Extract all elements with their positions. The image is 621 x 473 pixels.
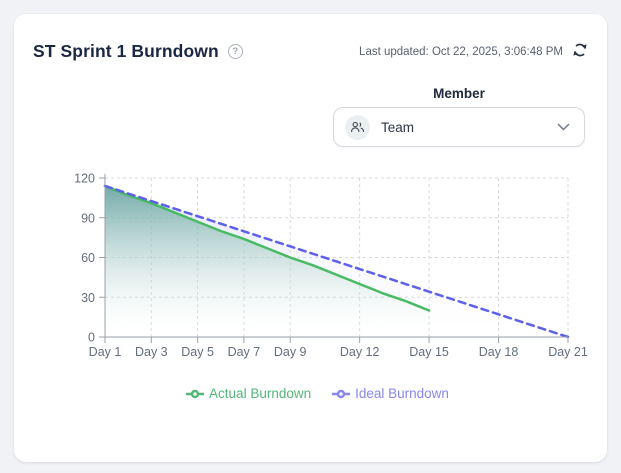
member-filter-label: Member bbox=[433, 86, 485, 101]
svg-text:0: 0 bbox=[88, 331, 95, 345]
burndown-chart: 0 30 60 90 120 Day 1 Day 3 Day 5 Day 7 Day 9 Day 1… bbox=[44, 164, 590, 364]
member-select[interactable]: Team bbox=[333, 107, 585, 147]
svg-text:Day 21: Day 21 bbox=[548, 345, 588, 359]
burndown-card: ST Sprint 1 Burndown ? Last updated: Oct… bbox=[14, 14, 607, 462]
legend-label-actual: Actual Burndown bbox=[209, 386, 312, 401]
people-icon bbox=[345, 114, 370, 140]
card-header: ST Sprint 1 Burndown ? bbox=[33, 41, 243, 62]
chart-legend: Actual Burndown Ideal Burndown bbox=[44, 386, 590, 401]
member-selected-value: Team bbox=[381, 119, 415, 135]
refresh-icon bbox=[572, 42, 588, 61]
svg-text:Day 9: Day 9 bbox=[274, 345, 307, 359]
chart-svg: 0 30 60 90 120 Day 1 Day 3 Day 5 Day 7 Day 9 Day 1… bbox=[74, 172, 588, 360]
refresh-button[interactable] bbox=[571, 43, 588, 60]
svg-text:Day 1: Day 1 bbox=[89, 345, 122, 359]
svg-text:Day 3: Day 3 bbox=[135, 345, 168, 359]
svg-text:60: 60 bbox=[81, 251, 95, 265]
legend-marker-ideal bbox=[332, 389, 351, 398]
svg-text:120: 120 bbox=[74, 172, 95, 186]
svg-text:Day 5: Day 5 bbox=[181, 345, 214, 359]
svg-text:Day 15: Day 15 bbox=[409, 345, 449, 359]
svg-text:Day 18: Day 18 bbox=[479, 345, 519, 359]
chevron-down-icon bbox=[557, 118, 570, 136]
last-updated-text: Last updated: Oct 22, 2025, 3:06:48 PM bbox=[359, 45, 563, 58]
svg-text:Day 7: Day 7 bbox=[228, 345, 261, 359]
last-updated-row: Last updated: Oct 22, 2025, 3:06:48 PM bbox=[359, 43, 588, 60]
svg-text:Day 12: Day 12 bbox=[340, 345, 380, 359]
page-title: ST Sprint 1 Burndown bbox=[33, 41, 219, 61]
svg-text:90: 90 bbox=[81, 211, 95, 225]
legend-item-actual[interactable]: Actual Burndown bbox=[185, 386, 311, 401]
legend-item-ideal[interactable]: Ideal Burndown bbox=[331, 386, 449, 401]
legend-label-ideal: Ideal Burndown bbox=[355, 386, 449, 401]
legend-marker-actual bbox=[186, 389, 205, 398]
help-icon[interactable]: ? bbox=[227, 44, 243, 59]
svg-text:30: 30 bbox=[81, 291, 95, 305]
